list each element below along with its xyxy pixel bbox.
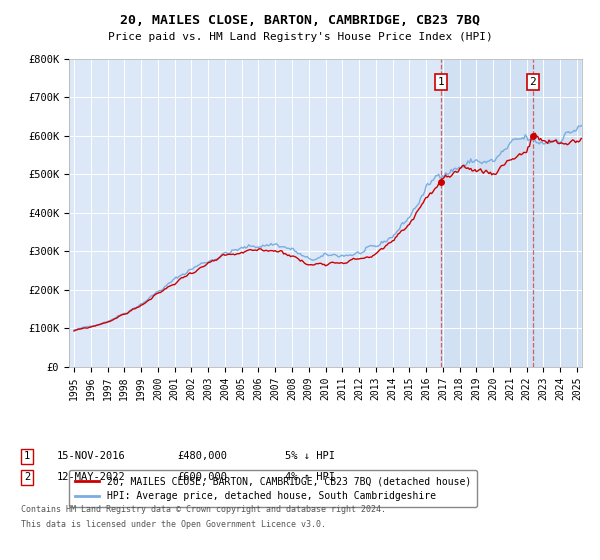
Text: 2: 2 [530,77,536,87]
Text: This data is licensed under the Open Government Licence v3.0.: This data is licensed under the Open Gov… [21,520,326,529]
Bar [441,59,580,367]
Text: Contains HM Land Registry data © Crown copyright and database right 2024.: Contains HM Land Registry data © Crown c… [21,505,386,514]
Text: 2: 2 [24,472,30,482]
Text: 1: 1 [437,77,444,87]
Text: 5% ↓ HPI: 5% ↓ HPI [285,451,335,461]
Text: 20, MAILES CLOSE, BARTON, CAMBRIDGE, CB23 7BQ: 20, MAILES CLOSE, BARTON, CAMBRIDGE, CB2… [120,14,480,27]
Text: £480,000: £480,000 [177,451,227,461]
Text: 1: 1 [24,451,30,461]
Text: £600,000: £600,000 [177,472,227,482]
Legend: 20, MAILES CLOSE, BARTON, CAMBRIDGE, CB23 7BQ (detached house), HPI: Average pri: 20, MAILES CLOSE, BARTON, CAMBRIDGE, CB2… [69,470,477,507]
Text: 15-NOV-2016: 15-NOV-2016 [57,451,126,461]
Text: 12-MAY-2022: 12-MAY-2022 [57,472,126,482]
Text: Price paid vs. HM Land Registry's House Price Index (HPI): Price paid vs. HM Land Registry's House … [107,32,493,43]
Text: 4% ↑ HPI: 4% ↑ HPI [285,472,335,482]
